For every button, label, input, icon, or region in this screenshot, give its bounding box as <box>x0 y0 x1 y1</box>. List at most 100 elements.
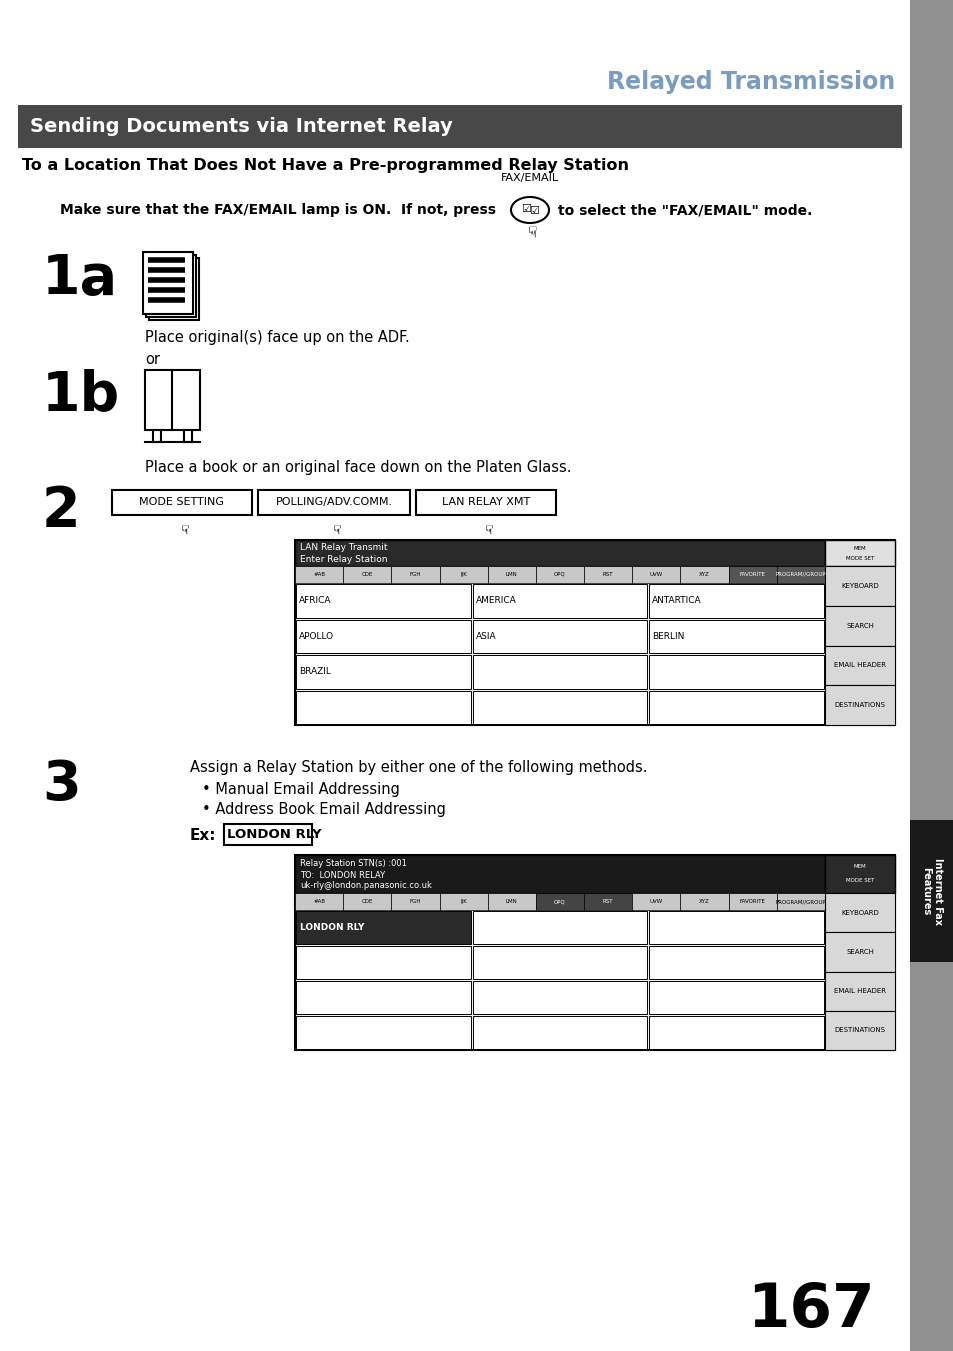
Text: Make sure that the FAX/EMAIL lamp is ON.  If not, press: Make sure that the FAX/EMAIL lamp is ON.… <box>60 203 496 218</box>
Bar <box>145 370 200 430</box>
Text: LMN: LMN <box>505 571 517 577</box>
Bar <box>472 1016 647 1048</box>
Bar <box>909 820 953 962</box>
Text: MEM: MEM <box>853 546 865 550</box>
Text: AMERICA: AMERICA <box>476 596 516 605</box>
Text: 1a: 1a <box>42 253 118 305</box>
Text: IJK: IJK <box>459 571 467 577</box>
Bar <box>294 540 894 725</box>
Text: LMN: LMN <box>505 898 517 904</box>
Bar <box>391 566 439 584</box>
Text: ☑: ☑ <box>529 205 538 216</box>
Bar <box>472 911 647 944</box>
Text: #AB: #AB <box>313 898 325 904</box>
Bar <box>343 893 391 911</box>
Text: IJK: IJK <box>459 898 467 904</box>
Bar <box>632 566 679 584</box>
Text: ☞: ☞ <box>175 524 189 535</box>
Text: ☞: ☞ <box>522 226 537 239</box>
Text: FAVORITE: FAVORITE <box>739 571 765 577</box>
Bar <box>472 620 647 653</box>
Bar <box>649 655 823 689</box>
Text: Relayed Transmission: Relayed Transmission <box>606 70 894 95</box>
Bar <box>728 893 776 911</box>
Text: MODE SET: MODE SET <box>845 555 873 561</box>
Text: XYZ: XYZ <box>699 898 709 904</box>
Bar <box>295 620 470 653</box>
Text: SEARCH: SEARCH <box>845 623 873 628</box>
Bar <box>824 1011 894 1050</box>
Bar <box>294 855 894 1050</box>
Text: • Manual Email Addressing: • Manual Email Addressing <box>202 782 399 797</box>
Text: LAN Relay Transmit: LAN Relay Transmit <box>299 543 387 553</box>
Text: DESTINATIONS: DESTINATIONS <box>834 1027 884 1034</box>
Text: MODE SET: MODE SET <box>845 878 873 884</box>
Bar <box>824 540 894 566</box>
Bar <box>257 490 410 515</box>
Text: UVW: UVW <box>649 898 662 904</box>
Bar <box>294 540 824 566</box>
Text: 1b: 1b <box>42 367 120 422</box>
Bar <box>632 893 679 911</box>
Bar <box>112 490 252 515</box>
Bar <box>536 566 583 584</box>
Text: EMAIL HEADER: EMAIL HEADER <box>833 988 885 994</box>
Bar <box>472 946 647 979</box>
Text: #AB: #AB <box>313 571 325 577</box>
Text: 3: 3 <box>42 758 81 812</box>
Ellipse shape <box>511 197 548 223</box>
Bar <box>472 981 647 1015</box>
Bar <box>143 253 193 313</box>
Text: XYZ: XYZ <box>699 571 709 577</box>
Text: Place a book or an original face down on the Platen Glass.: Place a book or an original face down on… <box>145 459 571 476</box>
Text: ANTARTICA: ANTARTICA <box>652 596 701 605</box>
Bar <box>487 566 536 584</box>
Text: ☞: ☞ <box>479 524 492 535</box>
Text: LONDON RLY: LONDON RLY <box>299 923 364 932</box>
Text: TO:  LONDON RELAY: TO: LONDON RELAY <box>299 870 385 880</box>
Text: LONDON RLY: LONDON RLY <box>227 828 321 840</box>
Bar <box>295 584 470 617</box>
Text: RST: RST <box>602 571 613 577</box>
Bar <box>18 105 901 149</box>
Bar <box>472 690 647 724</box>
Text: APOLLO: APOLLO <box>298 632 334 640</box>
Bar <box>294 855 824 893</box>
Text: ☞: ☞ <box>327 524 340 535</box>
Text: FAVORITE: FAVORITE <box>739 898 765 904</box>
Text: Sending Documents via Internet Relay: Sending Documents via Internet Relay <box>30 116 453 135</box>
Bar <box>824 971 894 1011</box>
Text: PROGRAM//GROUP: PROGRAM//GROUP <box>775 898 825 904</box>
Text: To a Location That Does Not Have a Pre-programmed Relay Station: To a Location That Does Not Have a Pre-p… <box>22 158 628 173</box>
Bar <box>824 685 894 725</box>
Bar <box>824 932 894 971</box>
Text: FGH: FGH <box>409 898 421 904</box>
Text: BERLIN: BERLIN <box>652 632 684 640</box>
Text: Assign a Relay Station by either one of the following methods.: Assign a Relay Station by either one of … <box>190 761 647 775</box>
Text: KEYBOARD: KEYBOARD <box>841 909 878 916</box>
Bar <box>487 893 536 911</box>
Text: • Address Book Email Addressing: • Address Book Email Addressing <box>202 802 445 817</box>
Bar <box>472 655 647 689</box>
Text: AFRICA: AFRICA <box>298 596 331 605</box>
Text: Relay Station STN(s) :001: Relay Station STN(s) :001 <box>299 859 406 869</box>
Text: Place original(s) face up on the ADF.: Place original(s) face up on the ADF. <box>145 330 410 345</box>
Bar <box>824 605 894 646</box>
Text: Internet Fax
Features: Internet Fax Features <box>921 858 942 924</box>
Text: 2: 2 <box>42 484 81 538</box>
Text: CDE: CDE <box>361 898 373 904</box>
Text: MODE SETTING: MODE SETTING <box>139 497 224 507</box>
Bar <box>649 981 823 1015</box>
Bar <box>184 430 192 442</box>
Text: FAX/EMAIL: FAX/EMAIL <box>500 173 558 182</box>
Bar <box>679 893 728 911</box>
Bar <box>149 258 199 320</box>
Text: EMAIL HEADER: EMAIL HEADER <box>833 662 885 669</box>
Text: DESTINATIONS: DESTINATIONS <box>834 703 884 708</box>
Bar <box>295 946 470 979</box>
Bar <box>472 584 647 617</box>
Text: RST: RST <box>602 898 613 904</box>
Bar <box>728 566 776 584</box>
Bar <box>439 893 487 911</box>
Bar <box>295 911 470 944</box>
